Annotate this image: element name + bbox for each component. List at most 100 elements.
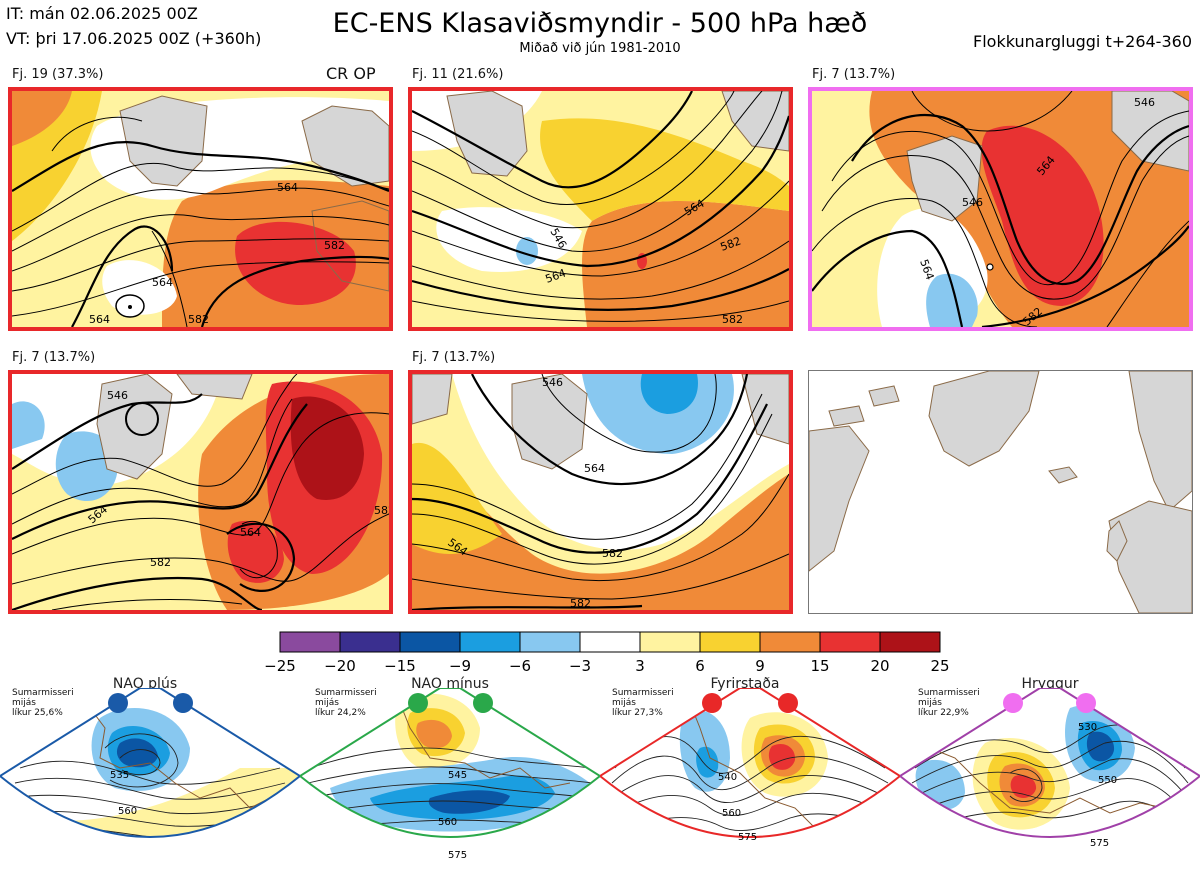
anomaly-white bbox=[436, 207, 582, 272]
classification-window: Flokkunargluggi t+264-360 bbox=[973, 32, 1192, 51]
colorbar-tick-label: −6 bbox=[509, 657, 531, 675]
anomaly-red bbox=[1010, 774, 1037, 798]
regime-contour-label: 540 bbox=[718, 772, 737, 783]
colorbar-tick-label: −25 bbox=[264, 657, 296, 675]
regime-stat-line: líkur 24,2% bbox=[315, 708, 366, 718]
land-iceland bbox=[1048, 466, 1078, 484]
anomaly-blue-core bbox=[1086, 731, 1115, 762]
contour-label: 582 bbox=[374, 504, 389, 517]
colorbar-tick-label: −3 bbox=[569, 657, 591, 675]
colorbar-segment bbox=[639, 631, 701, 653]
colorbar-tick-label: −9 bbox=[449, 657, 471, 675]
colorbar-segment bbox=[279, 631, 341, 653]
contour-label: 582 bbox=[570, 597, 591, 610]
colorbar-segment bbox=[519, 631, 581, 653]
anomaly-orange bbox=[412, 464, 789, 610]
regime-4-map: 530 550 575 bbox=[898, 687, 1200, 871]
colorbar-tick-label: 6 bbox=[695, 657, 705, 675]
coast bbox=[399, 702, 571, 789]
land-canada-islands bbox=[828, 385, 900, 427]
colorbar-segment bbox=[759, 631, 821, 653]
regime-contour-label: 575 bbox=[1090, 838, 1109, 849]
regime-contour-label: 545 bbox=[448, 770, 467, 781]
regime-3-map: 540 560 575 bbox=[598, 687, 902, 871]
anomaly-blue-core bbox=[116, 738, 158, 768]
anomaly-yellow-strong bbox=[540, 118, 789, 221]
colorbar-tick-label: 20 bbox=[870, 657, 889, 675]
anomaly-orange-nw bbox=[12, 91, 72, 146]
init-time: IT: mán 02.06.2025 00Z bbox=[6, 4, 198, 23]
regime-stat-line: Sumarmisseri bbox=[12, 688, 74, 698]
anomaly-red-south bbox=[227, 520, 284, 583]
anomaly-blue-deep bbox=[696, 746, 719, 778]
cluster-1-label: Fj. 19 (37.3%) bbox=[12, 67, 104, 82]
page-title: EC-ENS Klasaviðsmyndir - 500 hPa hæð bbox=[332, 8, 868, 39]
anomaly-darkred bbox=[290, 396, 364, 500]
anomaly-red bbox=[235, 221, 356, 306]
contour-label: 564 bbox=[240, 526, 261, 539]
land-nw bbox=[412, 374, 453, 425]
regime-contour-label: 550 bbox=[1098, 775, 1117, 786]
coast bbox=[689, 702, 841, 829]
regime-stat-line: mijás bbox=[612, 698, 636, 708]
cluster-1-op-label: CR OP bbox=[326, 64, 376, 83]
land-greenland bbox=[96, 374, 173, 480]
cluster-4-label: Fj. 7 (13.7%) bbox=[12, 350, 96, 365]
anomaly-blue-deep bbox=[640, 374, 698, 414]
anomaly-orange-core bbox=[416, 719, 452, 749]
colorbar-tick-label: 25 bbox=[930, 657, 949, 675]
page-subtitle: Miðað við jún 1981-2010 bbox=[519, 41, 681, 56]
regime-stat-line: líkur 25,6% bbox=[12, 708, 63, 718]
contour-label: 582 bbox=[324, 239, 345, 252]
regime-1-stat: Sumarmisseri mijás líkur 25,6% bbox=[12, 688, 74, 718]
regime-stat-line: mijás bbox=[918, 698, 942, 708]
land-scandinavia bbox=[721, 91, 789, 152]
land-greenland bbox=[119, 95, 208, 187]
regime-2-stat: Sumarmisseri mijás líkur 24,2% bbox=[315, 688, 377, 718]
anomaly-blue-nw bbox=[12, 401, 45, 449]
regime-stat-line: líkur 27,3% bbox=[612, 708, 663, 718]
colorbar-tick-label: 15 bbox=[810, 657, 829, 675]
contour-label: 564 bbox=[584, 462, 605, 475]
regime-stat-line: líkur 22,9% bbox=[918, 708, 969, 718]
land-scandinavia bbox=[301, 105, 389, 187]
colorbar-segment bbox=[819, 631, 881, 653]
regime-contour-label: 560 bbox=[438, 817, 457, 828]
regime-stat-line: mijás bbox=[12, 698, 36, 708]
coast bbox=[89, 707, 271, 809]
regime-2-title: NAO mínus bbox=[411, 676, 489, 692]
contour-label: 546 bbox=[962, 196, 983, 209]
colorbar-segment bbox=[459, 631, 521, 653]
regime-4-stat: Sumarmisseri mijás líkur 22,9% bbox=[918, 688, 980, 718]
land-north bbox=[176, 374, 253, 400]
cluster-5-map: 546 564 564 582 582 bbox=[408, 370, 793, 614]
colorbar-segment bbox=[399, 631, 461, 653]
regime-3-title: Fyrirstaða bbox=[710, 676, 780, 692]
colorbar-segment bbox=[579, 631, 641, 653]
contour-label: 546 bbox=[542, 376, 563, 389]
colorbar: −25 −20 −15 −9 −6 −3 3 6 9 15 20 25 bbox=[250, 630, 970, 678]
cluster-4-map: 546 564 564 582 582 bbox=[8, 370, 393, 614]
land-europe bbox=[1108, 500, 1192, 613]
cluster-2-label: Fj. 11 (21.6%) bbox=[412, 67, 504, 82]
regime-contour-label: 560 bbox=[118, 806, 137, 817]
anomaly-red bbox=[981, 125, 1104, 307]
cluster-3-map: 546 564 564 546 582 bbox=[808, 87, 1193, 331]
regime-contour-label: 530 bbox=[1078, 722, 1097, 733]
regime-contour-label: 575 bbox=[448, 850, 467, 861]
regime-stat-line: mijás bbox=[315, 698, 339, 708]
colorbar-tick-label: 3 bbox=[635, 657, 645, 675]
contour-label: 564 bbox=[277, 181, 298, 194]
land-europe bbox=[311, 200, 389, 292]
regime-1-map: 535 560 bbox=[0, 687, 302, 871]
regime-contour-label: 560 bbox=[722, 808, 741, 819]
land-canada bbox=[809, 425, 870, 572]
contour-label: 546 bbox=[107, 389, 128, 402]
cluster-5-label: Fj. 7 (13.7%) bbox=[412, 350, 496, 365]
valid-time: VT: þri 17.06.2025 00Z (+360h) bbox=[6, 29, 262, 48]
cluster-2-map: 546 564 582 582 564 bbox=[408, 87, 793, 331]
regime-contour-label: 575 bbox=[738, 832, 757, 843]
regime-4-title: Hryggur bbox=[1021, 676, 1079, 692]
regime-3-stat: Sumarmisseri mijás líkur 27,3% bbox=[612, 688, 674, 718]
contour-label: 564 bbox=[89, 313, 110, 326]
